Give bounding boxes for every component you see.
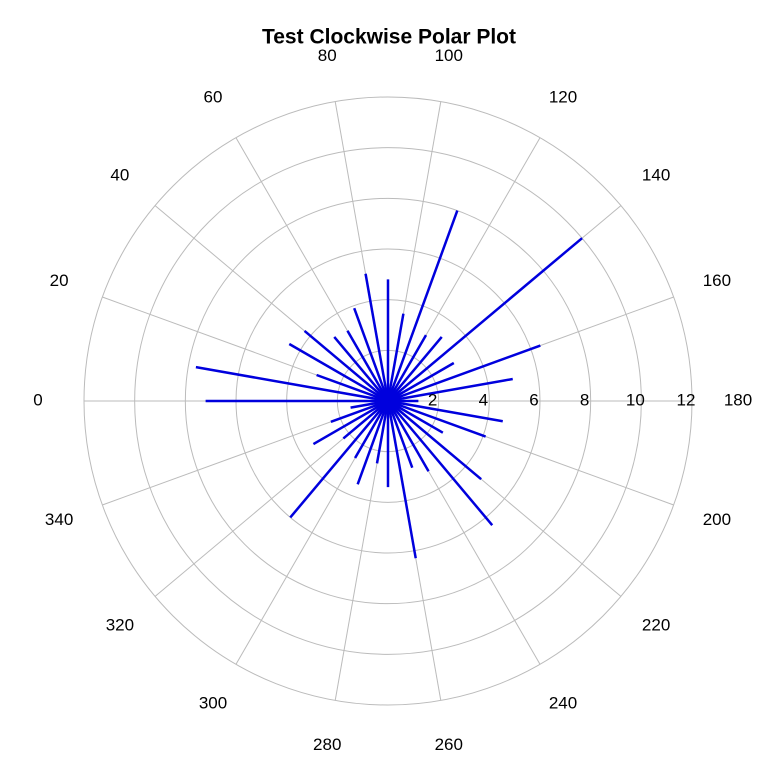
- angle-tick-label: 80: [318, 46, 337, 65]
- spoke: [387, 361, 455, 403]
- spoke: [303, 330, 389, 402]
- r-tick-label: 2: [428, 390, 437, 409]
- spoke: [312, 399, 389, 446]
- angle-tick-label: 200: [703, 510, 731, 529]
- angle-tick-label: 20: [50, 271, 69, 290]
- spoke: [387, 336, 443, 402]
- angle-tick-label: 140: [642, 166, 670, 185]
- angle-tick-label: 100: [435, 46, 463, 65]
- r-tick-label: 8: [580, 390, 589, 409]
- spoke: [386, 334, 428, 402]
- spoke: [316, 373, 389, 403]
- angle-tick-label: 40: [110, 166, 129, 185]
- spoke: [356, 400, 390, 485]
- spoke: [386, 313, 405, 402]
- angle-tick-label: 60: [204, 87, 223, 106]
- spoke: [386, 400, 414, 469]
- spoke: [353, 400, 390, 459]
- angle-tick-label: 160: [703, 271, 731, 290]
- angle-tick-label: 280: [313, 735, 341, 754]
- angle-tick-label: 260: [435, 735, 463, 754]
- spoke: [387, 399, 487, 438]
- spoke: [289, 400, 389, 519]
- spoke: [387, 377, 513, 403]
- angle-tick-label: 240: [549, 694, 577, 713]
- spoke: [195, 365, 389, 403]
- angle-tick-label: 340: [45, 510, 73, 529]
- spoke: [387, 399, 503, 423]
- spoke: [288, 342, 389, 403]
- r-tick-label: 12: [677, 390, 696, 409]
- spoke: [387, 399, 444, 434]
- spoke: [386, 210, 459, 402]
- r-tick-label: 4: [479, 390, 488, 409]
- spoke: [353, 307, 390, 402]
- spoke: [350, 399, 389, 409]
- angle-tick-label: 320: [106, 615, 134, 634]
- spoke: [386, 400, 430, 472]
- angle-tick-label: 180: [724, 390, 752, 409]
- spoke: [346, 330, 390, 402]
- spoke: [387, 400, 482, 481]
- angle-tick-label: 220: [642, 615, 670, 634]
- spoke: [375, 400, 390, 464]
- r-tick-label: 6: [529, 390, 538, 409]
- angle-tick-label: 120: [549, 87, 577, 106]
- r-tick-label: 10: [626, 390, 645, 409]
- chart-title: Test Clockwise Polar Plot: [262, 26, 516, 49]
- spoke: [330, 399, 389, 423]
- spoke: [387, 400, 494, 527]
- spoke: [342, 400, 389, 440]
- angle-tick-label: 0: [33, 390, 42, 409]
- angle-tick-label: 300: [199, 694, 227, 713]
- spoke: [364, 273, 390, 402]
- spoke: [387, 237, 583, 402]
- spoke: [386, 400, 417, 559]
- spoke: [333, 336, 389, 402]
- spoke: [387, 344, 541, 403]
